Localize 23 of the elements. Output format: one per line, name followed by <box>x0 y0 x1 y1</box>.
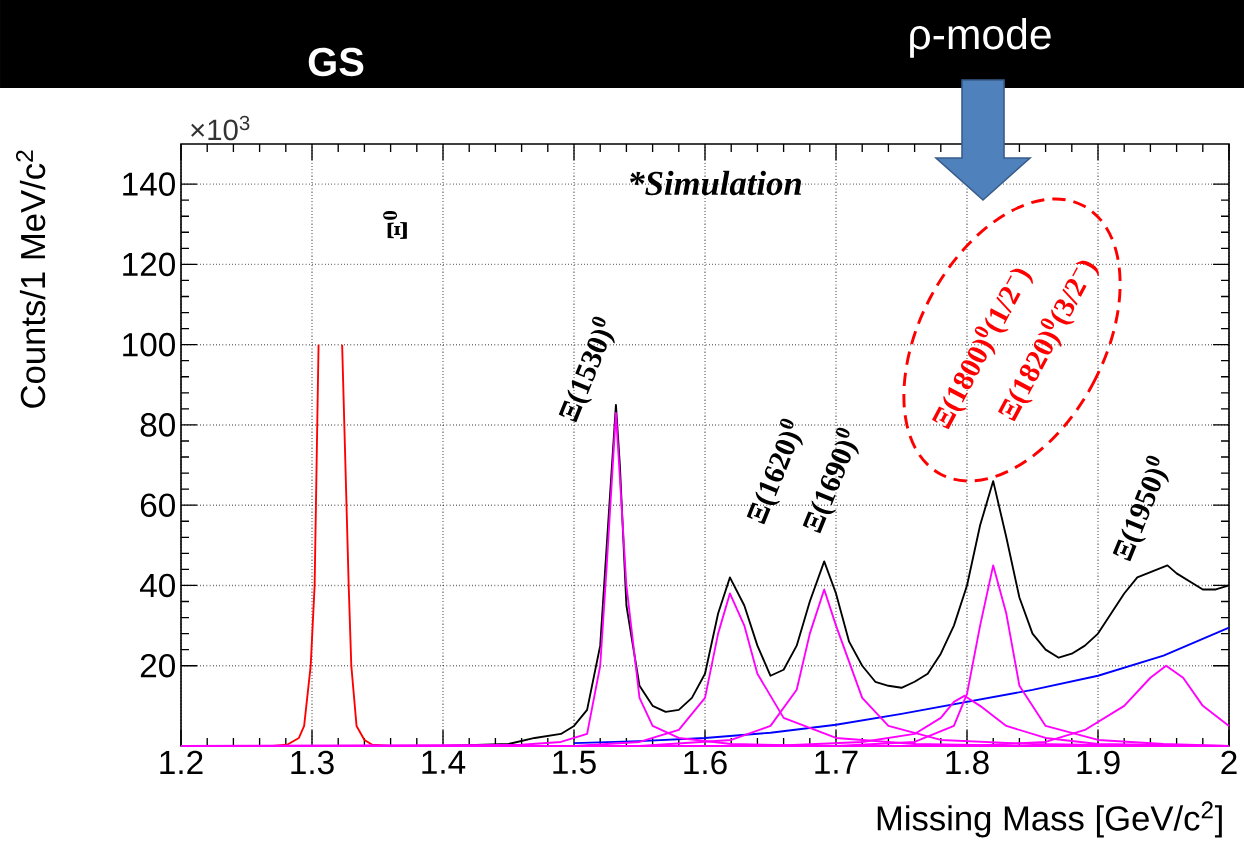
y-tick-label: 60 <box>140 493 175 517</box>
x-tick-label: 1.2 <box>160 750 203 774</box>
y-tick-label: 140 <box>123 172 175 196</box>
x-tick-label: 1.5 <box>553 750 596 774</box>
x-tick-label: 1.7 <box>815 750 858 774</box>
text: GS <box>308 47 364 77</box>
y-tick-label: 120 <box>123 252 175 277</box>
x-tick-label: 1.6 <box>684 750 727 775</box>
x-axis-title: Missing Mass [GeV/c$^{2}$] <box>877 801 1222 838</box>
x-tick-label: 1.8 <box>946 750 989 775</box>
y-tick-label: 80 <box>140 413 175 437</box>
text: ρ-mode <box>910 18 1051 58</box>
x-tick-label: 2 <box>1221 750 1237 774</box>
x-tick-label: 1.4 <box>422 750 466 774</box>
x-tick-label: 1.9 <box>1077 750 1120 775</box>
x-tick-label: 1.3 <box>291 750 334 775</box>
annotation: Ξ$^{0}$ <box>383 211 407 239</box>
y-tick-label: 20 <box>140 653 175 678</box>
text: ×10$^{3}$ <box>191 115 250 141</box>
y-tick-label: 100 <box>123 332 175 357</box>
annotation: *Simulation <box>630 170 801 196</box>
y-tick-label: 40 <box>139 573 175 598</box>
y-axis-title: Counts/1 MeV/c$^{2}$ <box>15 150 46 408</box>
